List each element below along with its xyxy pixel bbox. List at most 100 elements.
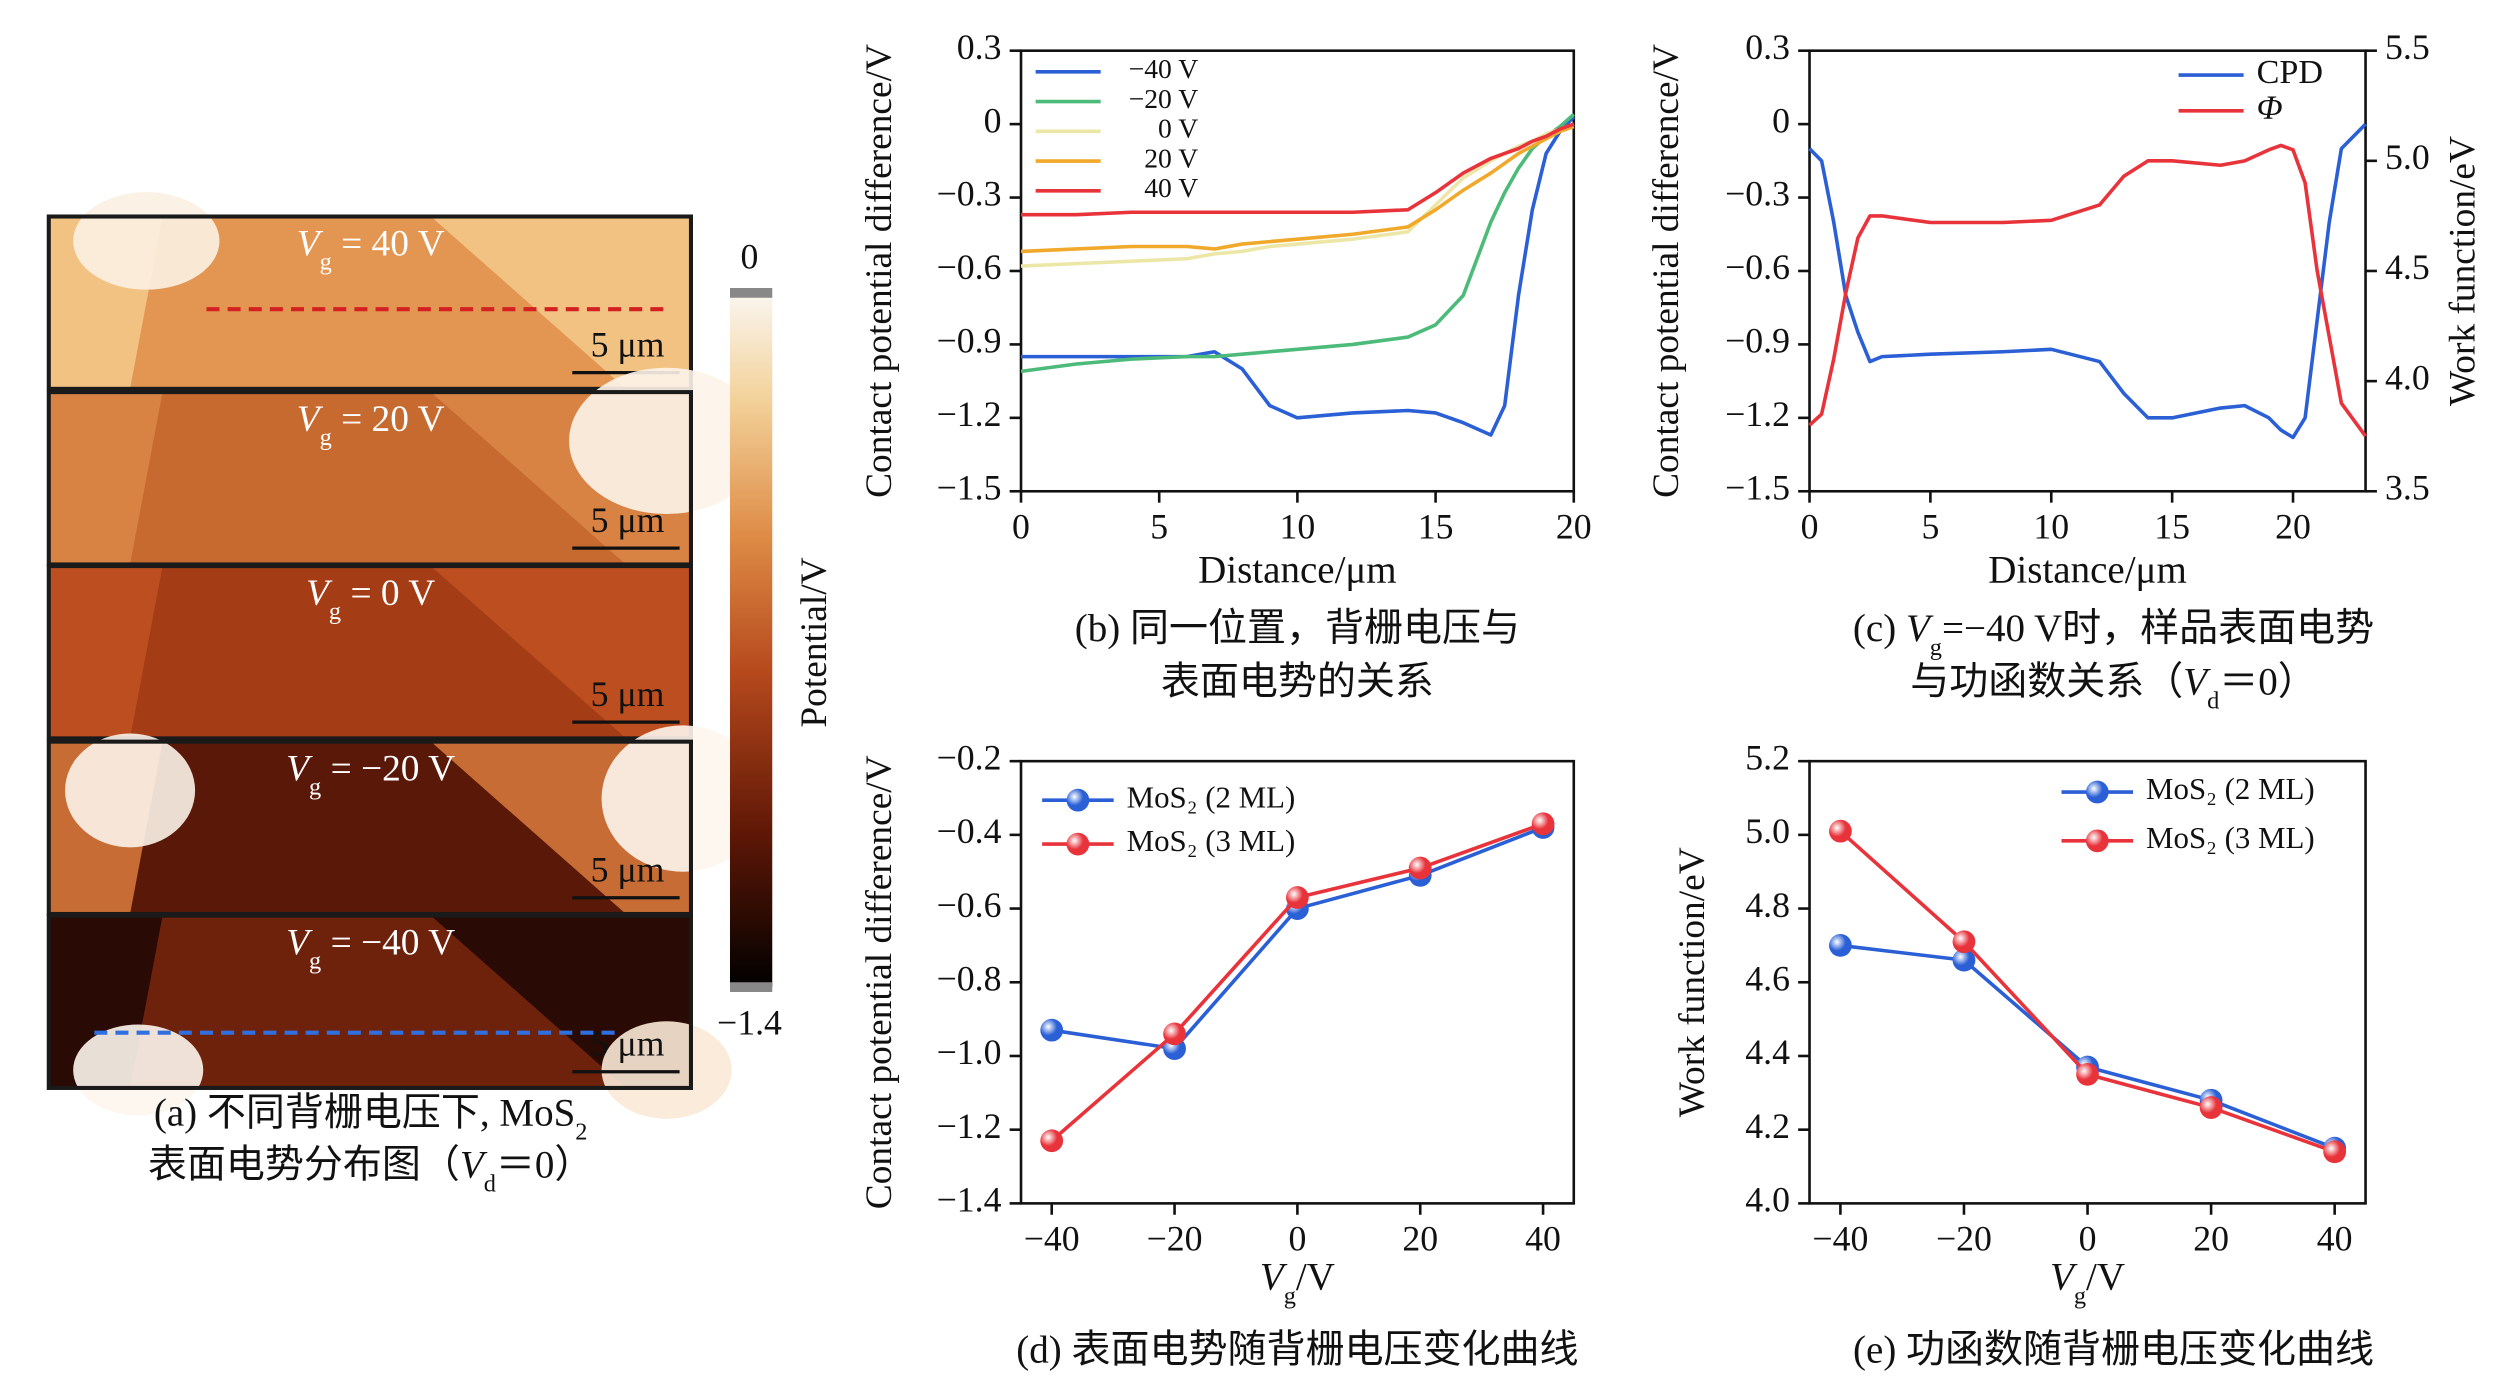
data-point (1829, 819, 1852, 843)
x-tick-label: 40 (2317, 1219, 2353, 1259)
x-axis-label: Vg/V (1260, 1256, 1335, 1310)
y-tick-label: −0.6 (937, 247, 1002, 287)
map-frame (46, 564, 693, 741)
y2-tick-label: 4.5 (2385, 247, 2430, 287)
caption-part: V (460, 1143, 488, 1186)
caption: 表面电势的关系 (1161, 661, 1434, 704)
x-axis-label: Distance/μm (1988, 548, 2187, 591)
legend-marker (2085, 829, 2109, 853)
caption-part: 表面电势的关系 (1161, 661, 1434, 704)
map-flake (130, 392, 626, 565)
x-axis-label: Distance/μm (1198, 548, 1397, 591)
y-tick-label: −0.4 (937, 811, 1002, 851)
map-label: Vg = 40 V (297, 224, 445, 276)
x-tick-label: −40 (1812, 1219, 1868, 1259)
y-tick-label: −0.9 (1725, 321, 1790, 361)
data-point (1952, 930, 1976, 954)
data-point (2076, 1063, 2099, 1086)
legend-label: −40 V (1129, 53, 1199, 84)
y2-tick-label: 4.0 (2385, 357, 2430, 397)
legend-label: MoS₂ (2 ML) (2146, 771, 2315, 806)
map-frame (46, 913, 693, 1090)
map-flake (130, 915, 626, 1088)
map-flake (130, 741, 626, 914)
caption-part: (d) 表面电势随背栅电压变化曲线 (1016, 1329, 1578, 1372)
y-tick-label: −0.6 (1725, 247, 1790, 287)
x-axis-label-part: V (2050, 1256, 2078, 1299)
caption-part: (b) 同一位置，背栅电压与 (1075, 607, 1520, 650)
map-label-part: V (286, 923, 313, 964)
x-axis-label: Vg/V (2050, 1256, 2125, 1310)
x-tick-label: 20 (1402, 1219, 1438, 1259)
caption-part: 与功函数关系（ (1910, 661, 2183, 704)
y-axis-label: Contact potential difference/V (859, 755, 900, 1209)
data-line (1808, 122, 2367, 440)
map-label-part: V (306, 573, 333, 614)
y-tick-label: 4.2 (1745, 1106, 1790, 1146)
map-label-part: V (297, 399, 324, 440)
map-label: Vg = 0 V (306, 573, 435, 624)
map-bright-spot (569, 367, 765, 515)
y-tick-label: −0.8 (937, 958, 1002, 998)
caption-part: V (1906, 607, 1934, 650)
data-line (1020, 122, 1575, 268)
map-frame (46, 214, 693, 391)
scale-bar-label: 5 μm (591, 324, 665, 364)
legend-label: MoS₂ (3 ML) (1127, 823, 1296, 858)
map-label-part: = −40 V (321, 923, 455, 964)
data-point (1163, 1022, 1186, 1046)
caption: (d) 表面电势随背栅电压变化曲线 (1016, 1329, 1578, 1372)
legend-label: Φ (2257, 90, 2283, 127)
y-tick-label: 5.2 (1745, 737, 1790, 777)
map-label-part: = 20 V (332, 399, 445, 440)
y-tick-label: −1.2 (937, 394, 1002, 434)
y-tick-label: −1.4 (937, 1180, 1002, 1220)
map-label-part: g (329, 598, 341, 625)
x-tick-label: 10 (1280, 506, 1316, 546)
data-point (2199, 1096, 2223, 1119)
y-tick-label: −0.3 (1725, 174, 1790, 214)
y-tick-label: 0.3 (1745, 27, 1790, 67)
caption-part: 表面电势分布图（ (148, 1143, 460, 1186)
map-label-part: = −20 V (321, 749, 455, 790)
map-label-part: g (320, 424, 332, 451)
y2-tick-label: 5.0 (2385, 137, 2430, 177)
map-label: Vg = 20 V (297, 399, 445, 451)
y-tick-label: −1.2 (1725, 394, 1790, 434)
y-axis-label: Contact potential difference/V (859, 44, 900, 498)
map-label-part: g (309, 773, 321, 800)
colorbar (729, 292, 773, 988)
map-label-part: = 40 V (332, 224, 445, 265)
legend-label: −20 V (1129, 83, 1199, 114)
caption-part: (e) 功函数随背栅电压变化曲线 (1853, 1329, 2374, 1372)
caption-part: ＝0） (2219, 661, 2317, 704)
x-tick-label: 20 (1556, 506, 1592, 546)
map-label-part: V (286, 749, 313, 790)
x-tick-label: 20 (2275, 506, 2311, 546)
colorbar-tick-label: −1.4 (717, 1002, 782, 1042)
legend-marker (1066, 832, 1090, 856)
map-label-part: = 0 V (341, 573, 435, 614)
map-bright-spot (73, 192, 220, 290)
data-line (1021, 122, 1575, 217)
legend-label: MoS₂ (3 ML) (2146, 820, 2315, 855)
colorbar-label: Potential/V (794, 557, 835, 727)
x-tick-label: −40 (1024, 1219, 1080, 1259)
scale-bar-label: 5 μm (591, 849, 665, 889)
caption: (a) 不同背栅电压下, MoS2 (154, 1091, 588, 1145)
caption: 与功函数关系（Vd＝0） (1910, 661, 2317, 715)
legend-label: 20 V (1144, 142, 1198, 173)
legend-marker (2085, 780, 2109, 804)
legend-label: 40 V (1144, 172, 1198, 203)
map-label-part: V (297, 224, 324, 265)
y-tick-label: −1.5 (1725, 467, 1790, 507)
y-tick-label: −0.3 (937, 174, 1002, 214)
data-point (1531, 812, 1555, 836)
x-tick-label: 0 (1801, 506, 1819, 546)
y-tick-label: −1.5 (937, 467, 1002, 507)
x-tick-label: 15 (2154, 506, 2190, 546)
y-tick-label: 4.0 (1745, 1180, 1790, 1220)
map-bright-spot (65, 733, 196, 848)
y-tick-label: 0 (984, 100, 1002, 140)
